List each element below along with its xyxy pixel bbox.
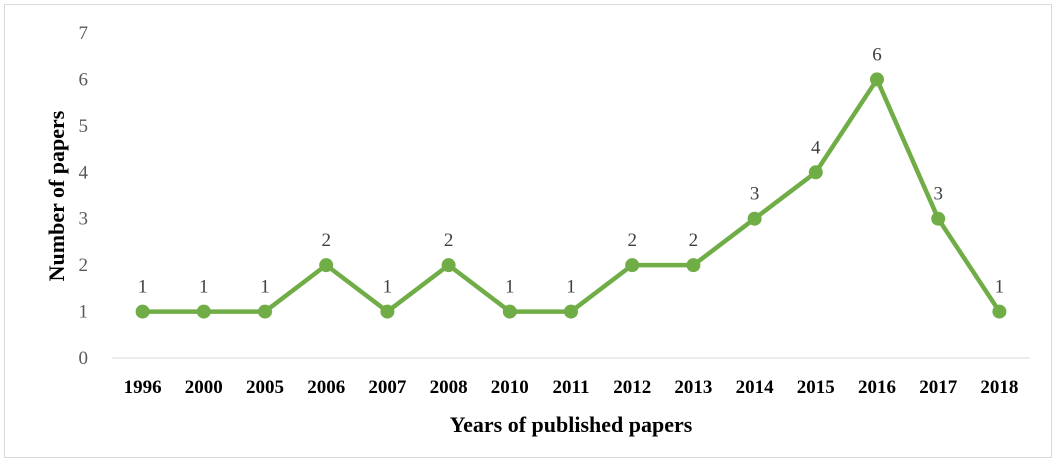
data-point <box>870 72 884 87</box>
y-tick-label: 1 <box>79 302 89 323</box>
data-point <box>319 258 334 273</box>
y-tick-label: 4 <box>79 162 89 183</box>
data-label: 1 <box>566 277 576 298</box>
data-point <box>992 304 1007 319</box>
data-point <box>625 258 640 273</box>
x-tick-label: 2014 <box>736 377 775 398</box>
x-tick-label: 2018 <box>980 377 1018 398</box>
data-labels: 1 1 1 2 1 2 1 1 2 2 3 4 6 3 1 <box>138 44 1004 297</box>
x-tick-label: 2016 <box>858 377 896 398</box>
y-tick-label: 0 <box>79 348 89 369</box>
data-label: 3 <box>933 184 943 205</box>
data-point <box>747 211 762 226</box>
data-point <box>380 304 395 319</box>
data-label: 1 <box>995 277 1005 298</box>
data-point <box>808 165 823 180</box>
x-tick-label: 2012 <box>613 377 651 398</box>
data-point <box>441 258 456 273</box>
data-label: 1 <box>260 277 270 298</box>
x-tick-label: 2010 <box>491 377 529 398</box>
data-points <box>135 72 1007 319</box>
y-tick-label: 2 <box>79 255 89 276</box>
data-point <box>502 304 517 319</box>
y-tick-label: 7 <box>79 23 89 44</box>
y-tick-label: 6 <box>79 69 89 90</box>
data-label: 1 <box>505 277 515 298</box>
x-tick-label: 2005 <box>246 377 284 398</box>
x-tick-label: 1996 <box>124 377 162 398</box>
data-label: 2 <box>321 230 331 251</box>
x-tick-label: 2008 <box>430 377 468 398</box>
data-label: 3 <box>750 184 760 205</box>
data-point <box>686 258 701 273</box>
x-tick-label: 2013 <box>674 377 712 398</box>
x-tick-label: 2011 <box>553 377 590 398</box>
data-point <box>258 304 272 319</box>
data-label: 1 <box>138 277 148 298</box>
data-point <box>196 304 211 319</box>
data-label: 6 <box>872 44 882 65</box>
data-label: 2 <box>627 230 637 251</box>
data-label: 1 <box>383 277 393 298</box>
data-point <box>135 304 150 319</box>
data-label: 1 <box>199 277 209 298</box>
data-label: 2 <box>444 230 454 251</box>
x-axis-title: Years of published papers <box>450 412 693 437</box>
x-tick-label: 2017 <box>919 377 958 398</box>
x-tick-label: 2007 <box>368 377 407 398</box>
x-axis-ticks: 1996 2000 2005 2006 2007 2008 2010 2011 2012 2013… <box>124 377 1019 398</box>
y-tick-label: 5 <box>79 116 89 137</box>
y-axis-ticks: 0 1 2 3 4 5 6 7 <box>79 23 89 369</box>
x-tick-label: 2000 <box>185 377 223 398</box>
y-axis-title: Number of papers <box>44 110 69 281</box>
data-point <box>564 304 578 319</box>
x-tick-label: 2006 <box>307 377 345 398</box>
data-point <box>931 211 946 226</box>
x-tick-label: 2015 <box>797 377 835 398</box>
data-label: 2 <box>689 230 699 251</box>
y-tick-label: 3 <box>79 209 89 230</box>
data-label: 4 <box>811 137 821 158</box>
